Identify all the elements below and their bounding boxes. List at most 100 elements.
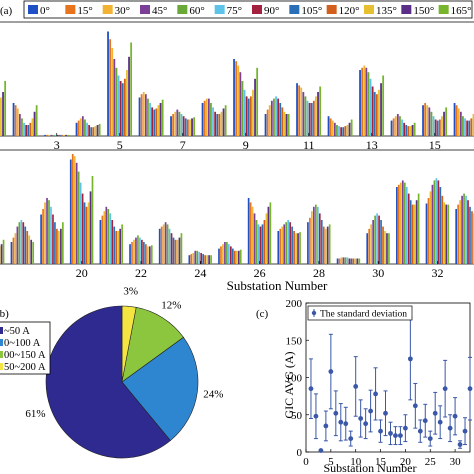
bar [380,83,382,136]
bar [226,242,228,264]
bar [405,187,408,264]
bar [18,114,21,136]
bar [336,125,338,136]
bar [470,118,473,136]
data-point [333,410,339,416]
legend-swatch [65,5,76,14]
bar [310,103,313,136]
bar [281,107,284,136]
bar [130,42,133,136]
bar [239,249,242,264]
bar [137,235,139,264]
bar [322,226,325,264]
bar [369,78,372,136]
bar [214,111,217,136]
bar [434,119,437,136]
bar [329,118,332,136]
x-tick-label: 7 [180,138,186,152]
bar [428,107,431,136]
bar [71,154,74,264]
bar [409,200,412,264]
x-tick-label: 3 [54,138,60,152]
bar [354,258,357,264]
bottom-x-axis-label: Substation Number [227,278,328,293]
pie-legend: ~50 A0~100 A00~150 A50~200 A [0,321,51,375]
bar [174,239,177,264]
bar [265,213,268,264]
bar [394,116,397,136]
bar [62,222,64,264]
bar [117,75,120,136]
data-point [437,419,443,425]
bar [193,117,196,136]
bar [65,134,67,136]
bar [4,81,7,136]
errorbar-chart: 0 50 100 150 200 0 5 10 15 20 25 30 The standard dev… [286,298,473,468]
bar [378,89,380,136]
bar [16,226,19,264]
pie-slice [45,305,171,459]
bar [30,239,33,264]
bar [31,118,34,136]
bar [261,224,264,264]
bar [135,237,137,264]
bar [336,258,339,264]
bar [331,120,334,136]
bar [115,67,118,136]
bar [399,116,401,136]
bar [455,105,458,136]
bar [249,202,252,264]
data-point [393,433,398,439]
bar [202,254,205,264]
bar [158,228,161,264]
scatter-legend-box [307,305,413,321]
bar [287,114,290,136]
bar [268,105,271,136]
bar [138,97,141,136]
bar [40,214,42,264]
y-tick-label: 0 [297,447,303,459]
bar [283,111,286,136]
bar [300,87,303,136]
bar [21,118,23,136]
bar [256,67,259,136]
bar [23,122,25,136]
bar [168,228,171,264]
bar [415,200,418,264]
bar [411,204,414,264]
pie-legend-entry: 00~150 A [4,350,46,361]
bar [119,228,121,264]
bar [150,245,153,264]
bar [46,198,48,264]
legend-entry: 0° [40,5,50,17]
bar [48,134,51,136]
legend-box [23,0,473,19]
bar [189,119,191,136]
bar [2,239,5,264]
data-point [422,418,428,424]
bar [69,159,72,264]
bar [25,125,28,136]
data-point [353,384,359,389]
y-tick-label: 50 [291,410,303,422]
pie-legend-entry: ~50 A [4,326,30,337]
data-point [348,436,354,441]
data-point [378,428,383,434]
bar [411,125,414,136]
bar [285,222,288,264]
bar [29,122,32,136]
legend-entry: 90° [264,5,279,17]
x-tick-label: 30 [372,266,384,280]
bar [361,67,364,136]
bar [373,92,376,136]
bar [422,105,424,136]
y-tick-label: 100 [286,373,303,385]
bar [96,125,99,136]
legend-swatch [102,5,113,14]
legend-swatch [177,5,188,14]
bar [92,127,95,136]
bar [33,111,36,136]
bar [161,99,164,136]
bar [42,209,44,264]
bar [461,195,463,264]
